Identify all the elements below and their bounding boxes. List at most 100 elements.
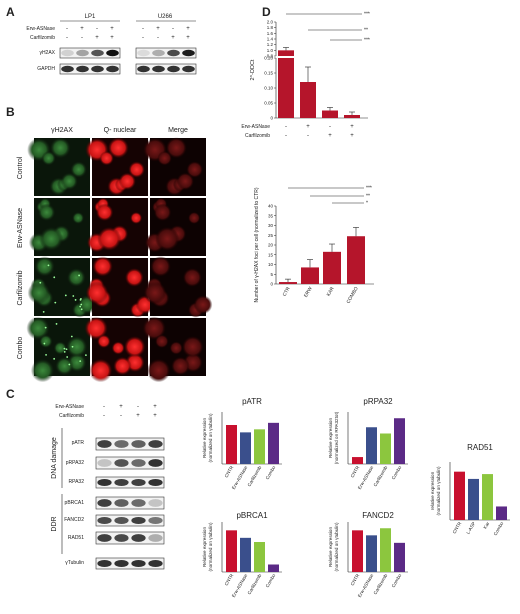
rad51-category: L-ASP — [465, 521, 476, 535]
c-blot-6-band — [131, 534, 146, 542]
foci-dot — [78, 274, 81, 277]
c-western-blots — [95, 437, 165, 570]
a-u266-carf-sign: + — [186, 35, 190, 41]
a-erw-sign: - — [66, 26, 68, 32]
cell-nucleus — [181, 336, 204, 358]
c-blot-4-band — [148, 499, 163, 507]
fancd2-bar — [366, 535, 377, 572]
d-top-tick-label: 1.4 — [267, 37, 274, 42]
fancd2-y-label-sub: (normalized on γtubulin) — [334, 522, 339, 571]
c-blot-5-band — [97, 516, 112, 525]
cell-nucleus — [143, 281, 167, 305]
foci-dot — [39, 281, 42, 284]
d-erw-sign: + — [350, 124, 354, 130]
c-blot-2-band — [148, 459, 163, 467]
d-carf-sign: - — [285, 133, 287, 139]
c-blot-6-band — [97, 534, 112, 542]
d-top-tick-label: 0.20 — [264, 56, 273, 61]
a-u266-carf-sign: - — [157, 35, 159, 41]
c-blot-2-band — [131, 459, 146, 467]
pbrca1-category: CNTR — [224, 572, 235, 586]
prpa32-category: Carfilzomib — [373, 465, 389, 488]
a-u266-gapdh-band — [167, 65, 180, 73]
cell-nucleus — [39, 334, 53, 349]
a-lp1-gh2ax-band — [76, 49, 89, 57]
d-bottom-tick-label: 40 — [268, 204, 274, 209]
foci-dot — [71, 345, 74, 348]
d-erw-sign: - — [285, 124, 287, 130]
cell-nucleus — [111, 341, 125, 355]
c-blot-4-frame — [95, 496, 165, 510]
a-u266-erw-sign: + — [186, 26, 190, 32]
foci-dot — [53, 276, 56, 279]
d-bottom-tick-label: 0 — [270, 282, 273, 287]
prpa32-y-label: Relative expression — [328, 418, 333, 459]
d-bottom-category: COMBO — [345, 286, 359, 305]
foci-dot — [47, 264, 50, 267]
a-lp1-gh2ax-band — [61, 49, 74, 57]
a-u266-gapdh-band — [152, 65, 165, 73]
cell-nucleus — [182, 268, 202, 287]
foci-dot — [55, 323, 58, 325]
d-bottom-category: KAR — [326, 286, 336, 298]
d-top-tick-label: 0.10 — [264, 86, 273, 91]
c-blot-1-band — [114, 440, 129, 448]
cell-nucleus — [41, 151, 56, 166]
cell-nucleus — [27, 281, 51, 305]
cell-nucleus — [118, 172, 136, 190]
cell-nucleus — [55, 356, 74, 376]
a-lp1-gapdh-band — [61, 65, 74, 73]
c-blot-5-band — [148, 516, 163, 525]
rad51-category: CNTR — [452, 520, 463, 534]
a-u266-gh2ax-band — [182, 49, 195, 57]
cell-nucleus — [72, 211, 85, 225]
c-blot-7-band — [131, 559, 146, 568]
cell-nucleus — [130, 211, 143, 225]
prpa32-y-label-sub: (normalized on RPA32tot) — [334, 411, 339, 464]
a-u266-erw-sign: - — [172, 26, 174, 32]
d-top-bar — [344, 115, 360, 118]
patr-y-label: Relative expression — [202, 418, 207, 459]
fancd2-title: FANCD2 — [362, 511, 394, 520]
c-blot-1-band — [97, 440, 112, 448]
pbrca1-y-label: Relative expression — [202, 527, 207, 568]
c-blot-5-frame — [95, 514, 165, 527]
cell-nucleus — [99, 151, 114, 166]
a-row-carf: Carfilzomib — [30, 35, 55, 41]
d-top-tick-label: 1.6 — [267, 31, 274, 36]
c-erw-sign: - — [137, 404, 139, 410]
cell-nucleus — [146, 358, 171, 383]
a-carf-sign: + — [95, 35, 99, 41]
d-bottom-tick-label: 30 — [268, 223, 274, 228]
a-lp1-gh2ax-frame — [59, 47, 121, 59]
prpa32-category: Combo — [391, 465, 403, 481]
foci-dot — [66, 356, 69, 358]
pbrca1-category: Combo — [265, 573, 277, 589]
cell-nucleus — [39, 226, 64, 251]
cell-nucleus — [128, 161, 145, 178]
prpa32-category: CNTR — [350, 464, 361, 478]
foci-dot — [79, 305, 82, 308]
pbrca1-bar — [254, 542, 265, 572]
d-top-tick-label: 1.8 — [267, 25, 274, 30]
b-row-erw: Erw-ASNase — [17, 208, 24, 248]
d-bottom-tick-label: 10 — [268, 262, 274, 267]
cell-nucleus — [150, 256, 171, 277]
c-blot-6-band — [114, 534, 129, 542]
c-blot-label-pbrca1: pBRCA1 — [65, 500, 85, 506]
panel-c-letter: C — [6, 387, 15, 401]
c-blot-2-band — [114, 459, 129, 467]
c-blot-3-band — [148, 478, 163, 487]
patr-category: Combo — [265, 465, 277, 481]
cell-nucleus — [171, 356, 190, 376]
c-erw-sign: - — [103, 404, 105, 410]
patr-title: pATR — [242, 397, 262, 406]
d-top-tick-label: 0.05 — [264, 101, 273, 106]
a-blot-label-gh2ax: γH2AX — [39, 50, 55, 56]
d-top-bar — [322, 110, 338, 118]
d-top-tick-label: 0.15 — [264, 71, 273, 76]
cell-line-lp1: LP1 — [85, 14, 96, 20]
c-row-carf: Carfilzomib — [59, 413, 84, 419]
c-blot-label-rpa32: RPA32 — [69, 479, 85, 485]
a-row-erw: Erw-ASNase — [26, 26, 55, 32]
